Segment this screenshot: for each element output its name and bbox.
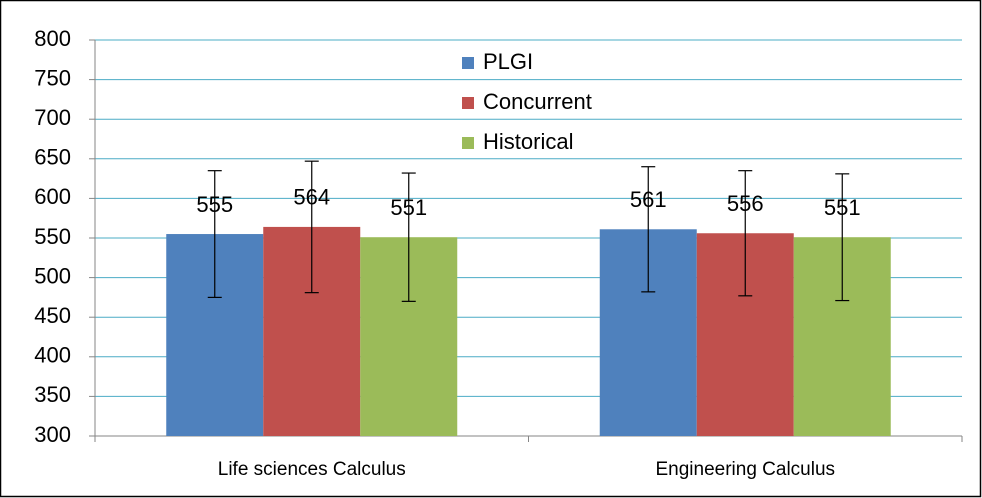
legend-swatch	[462, 137, 474, 149]
y-tick-label: 550	[34, 224, 71, 249]
y-tick-label: 300	[34, 422, 71, 447]
x-tick-label: Engineering Calculus	[655, 459, 835, 480]
x-tick-label: Life sciences Calculus	[218, 459, 406, 480]
y-tick-label: 650	[34, 145, 71, 170]
y-tick-label: 350	[34, 382, 71, 407]
y-tick-label: 750	[34, 65, 71, 90]
y-tick-label: 500	[34, 263, 71, 288]
legend-label: PLGI	[483, 49, 533, 74]
legend-label: Historical	[483, 129, 573, 154]
y-tick-label: 800	[34, 26, 71, 51]
y-tick-label: 700	[34, 105, 71, 130]
y-tick-label: 450	[34, 303, 71, 328]
legend-swatch	[462, 57, 474, 69]
legend-swatch	[462, 97, 474, 109]
y-tick-label: 400	[34, 343, 71, 368]
y-tick-label: 600	[34, 184, 71, 209]
legend-label: Concurrent	[483, 89, 592, 114]
